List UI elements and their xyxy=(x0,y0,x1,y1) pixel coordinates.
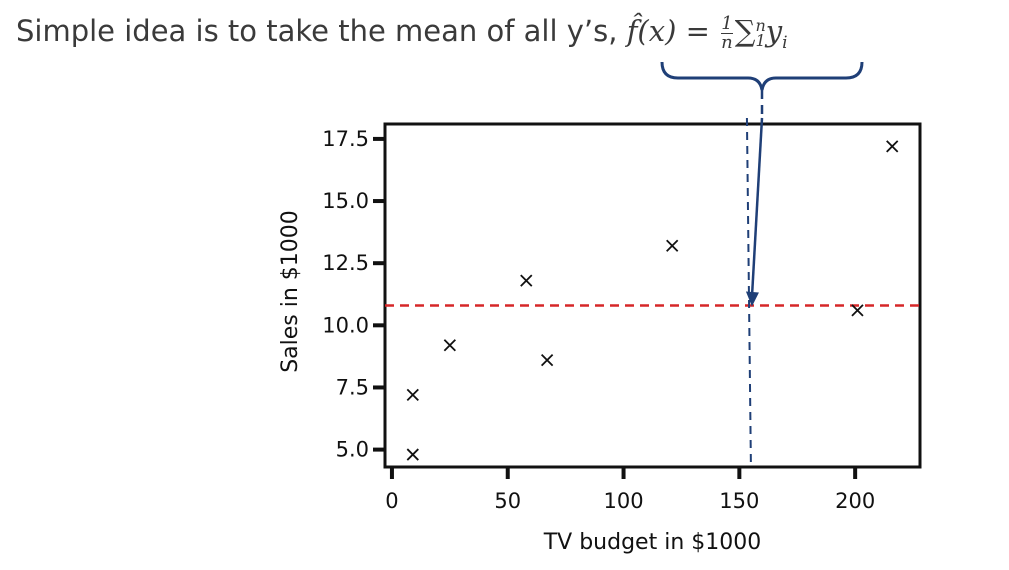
data-point xyxy=(851,304,864,317)
x-tick-label: 100 xyxy=(604,489,644,513)
f-argument: (x) xyxy=(637,14,677,48)
data-point xyxy=(540,353,554,367)
y-variable: y xyxy=(765,14,783,48)
fraction-denominator: n xyxy=(721,31,733,53)
plot-area: 5.0 7.5 10.0 12.5 15.0 17.5 0 50 100 150 200 xyxy=(322,117,922,513)
y-tick-label: 5.0 xyxy=(336,438,369,462)
y-tick-label: 17.5 xyxy=(322,127,369,151)
equals-sign: = xyxy=(676,14,720,48)
plot-frame xyxy=(383,122,922,469)
data-point xyxy=(886,140,899,153)
x-tick-label: 150 xyxy=(719,489,759,513)
y-tick-label: 12.5 xyxy=(322,251,369,275)
data-point xyxy=(406,448,419,461)
x-axis-title: TV budget in $1000 xyxy=(543,530,762,555)
headline: Simple idea is to take the mean of all y… xyxy=(16,14,788,53)
y-tick-label: 15.0 xyxy=(322,189,369,213)
y-tick-label: 10.0 xyxy=(322,313,369,337)
sum-upper-limit: n xyxy=(755,16,766,35)
sum-lower-limit: 1 xyxy=(755,31,766,50)
x-tick-label: 50 xyxy=(494,489,521,513)
y-subscript: i xyxy=(782,32,788,53)
annotation-arrow xyxy=(750,117,764,298)
fraction-numerator: 1 xyxy=(721,12,733,34)
annotation-arrowhead xyxy=(745,291,759,307)
y-axis-title: Sales in $1000 xyxy=(278,210,303,373)
data-point xyxy=(406,388,419,402)
y-tick-label: 7.5 xyxy=(336,375,369,399)
x-tick-label: 0 xyxy=(385,489,398,513)
x-tick-label: 200 xyxy=(835,489,875,513)
f-hat-formula: f̂(x) = 1 n ∑ n 1 yi xyxy=(626,14,788,53)
data-point xyxy=(666,239,679,252)
headline-text: Simple idea is to take the mean of all y… xyxy=(16,14,627,48)
sigma-symbol: ∑ xyxy=(734,14,756,48)
f-hat-symbol: f̂ xyxy=(626,14,638,48)
data-point xyxy=(443,339,456,352)
data-point xyxy=(520,274,533,287)
formula-brace xyxy=(660,61,864,91)
